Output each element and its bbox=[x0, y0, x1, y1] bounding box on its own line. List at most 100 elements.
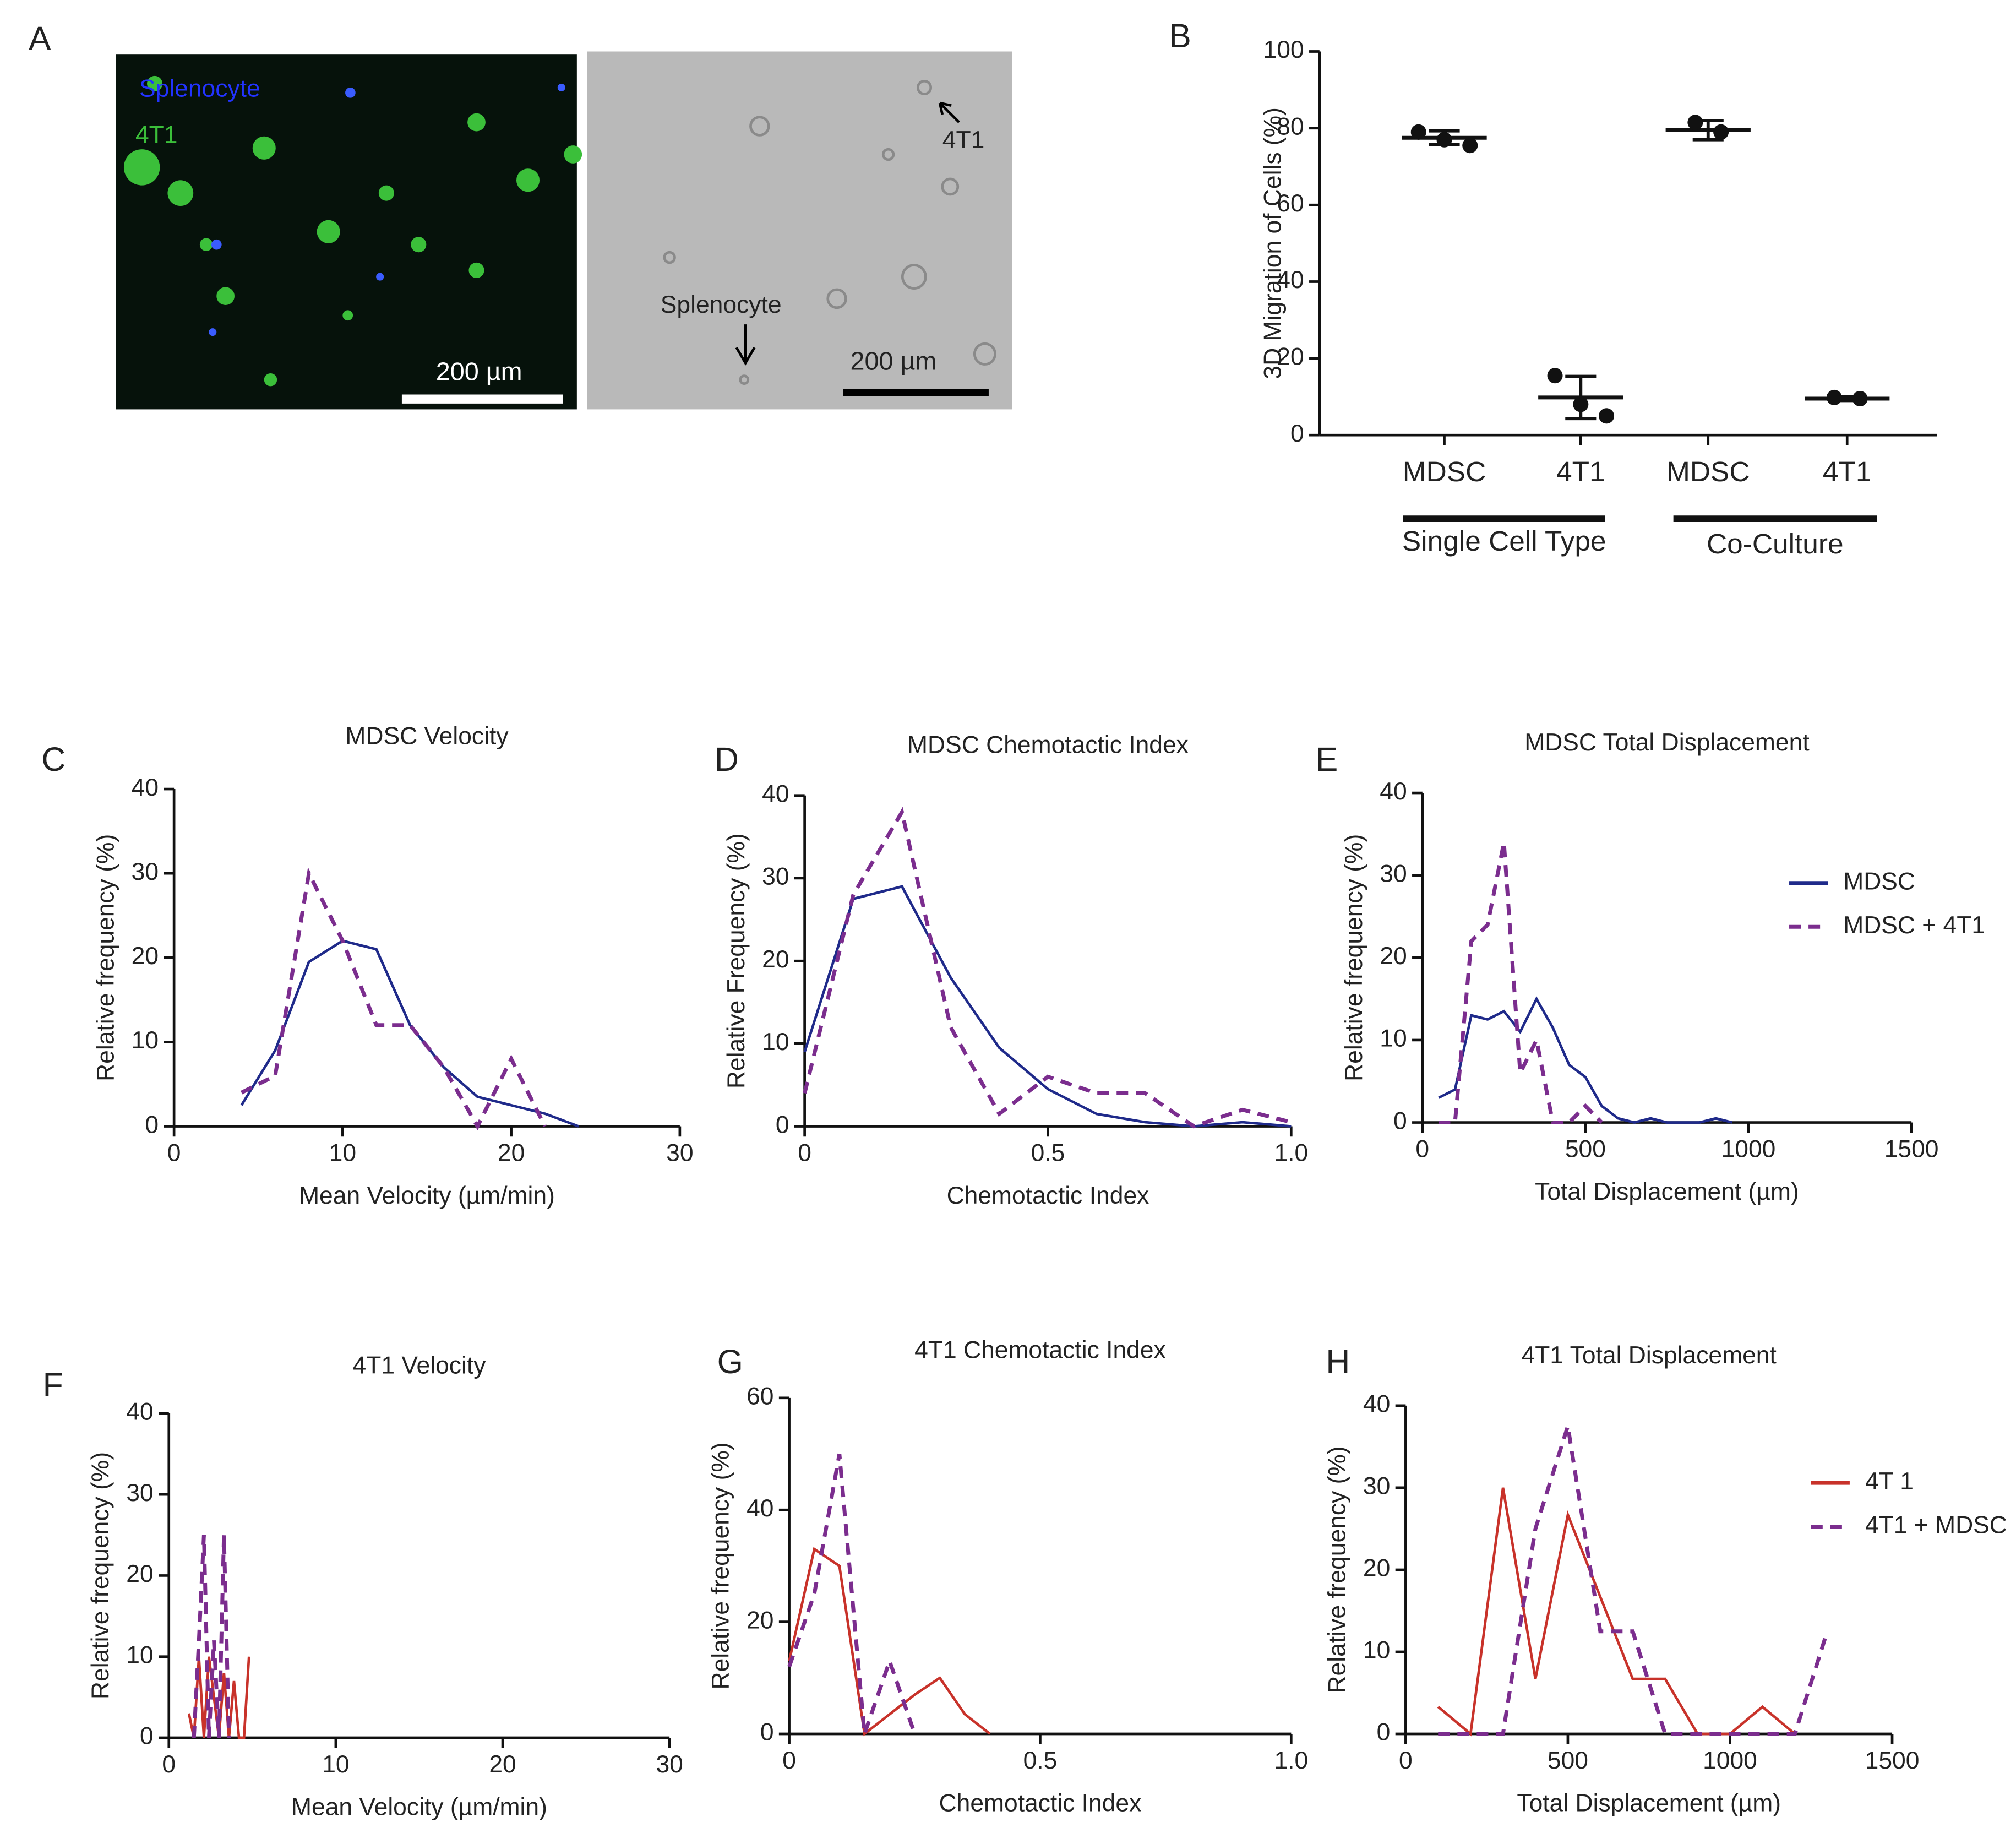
series-line bbox=[1438, 1426, 1829, 1736]
y-tick-label: 30 bbox=[126, 1480, 153, 1506]
y-tick-label: 60 bbox=[1277, 190, 1304, 217]
y-tick-label: 10 bbox=[132, 1027, 159, 1054]
scale-label: 200 µm bbox=[851, 347, 937, 376]
y-tick-label: 40 bbox=[1277, 266, 1304, 293]
series-line bbox=[192, 1535, 231, 1738]
y-tick-label: 10 bbox=[762, 1029, 789, 1056]
x-axis-label: Mean Velocity (µm/min) bbox=[299, 1182, 555, 1209]
panel-label: F bbox=[43, 1366, 63, 1404]
legend-label: 4T 1 bbox=[1865, 1468, 1914, 1495]
image-label: Splenocyte bbox=[661, 291, 782, 318]
y-tick-label: 10 bbox=[1380, 1025, 1407, 1052]
arrow bbox=[938, 101, 960, 123]
y-tick-label: 0 bbox=[1393, 1107, 1407, 1134]
x-tick-label: 0 bbox=[1415, 1136, 1429, 1163]
image-label: 4T1 bbox=[942, 127, 985, 154]
panel-label: C bbox=[41, 741, 66, 778]
data-point bbox=[1436, 132, 1452, 148]
series-line bbox=[787, 1453, 917, 1735]
chart-title: MDSC Total Displacement bbox=[1524, 729, 1810, 756]
y-tick-label: 80 bbox=[1277, 113, 1304, 140]
chart-title: 4T1 Chemotactic Index bbox=[914, 1336, 1166, 1363]
x-tick-label: MDSC bbox=[1403, 455, 1486, 487]
arrow bbox=[735, 324, 756, 366]
y-axis-label: Relative frequency (%) bbox=[707, 1442, 734, 1689]
series-line bbox=[240, 939, 579, 1128]
y-tick-label: 0 bbox=[145, 1111, 159, 1138]
y-tick-label: 0 bbox=[140, 1723, 154, 1750]
chart-title: MDSC Chemotactic Index bbox=[907, 732, 1189, 759]
data-point bbox=[1687, 115, 1703, 130]
panel-label: E bbox=[1316, 741, 1338, 778]
chart-title: 4T1 Velocity bbox=[353, 1352, 487, 1379]
y-axis-label: Relative frequency (%) bbox=[1324, 1446, 1351, 1693]
image-label: Splenocyte bbox=[139, 75, 260, 102]
y-tick-label: 20 bbox=[747, 1607, 773, 1634]
series-line bbox=[241, 867, 547, 1130]
splenocytes bbox=[209, 83, 565, 336]
x-tick-label: 500 bbox=[1565, 1136, 1606, 1163]
x-tick-label: 1500 bbox=[1865, 1747, 1920, 1774]
y-tick-label: 30 bbox=[132, 858, 159, 885]
data-point bbox=[1852, 390, 1868, 407]
x-axis-label: Total Displacement (µm) bbox=[1517, 1790, 1781, 1816]
y-axis-label: 3D Migration of Cells (%) bbox=[1260, 107, 1287, 379]
y-axis-label: Relative Frequency (%) bbox=[723, 833, 750, 1089]
y-tick-label: 0 bbox=[776, 1111, 789, 1138]
image-label: 4T1 bbox=[135, 122, 178, 149]
series-line bbox=[1439, 842, 1603, 1125]
y-tick-label: 20 bbox=[1380, 943, 1407, 970]
y-tick-label: 40 bbox=[747, 1495, 773, 1522]
y-tick-label: 40 bbox=[1380, 778, 1407, 805]
panel-label: H bbox=[1326, 1343, 1350, 1380]
x-tick-label: 1.0 bbox=[1274, 1140, 1308, 1167]
x-axis-label: Chemotactic Index bbox=[939, 1790, 1142, 1816]
data-point bbox=[1599, 408, 1615, 424]
x-tick-label: 1.0 bbox=[1274, 1747, 1308, 1774]
data-point bbox=[1410, 124, 1426, 140]
series-line bbox=[1438, 996, 1732, 1124]
x-tick-label: 4T1 bbox=[1823, 455, 1872, 487]
x-tick-label: MDSC bbox=[1666, 455, 1750, 487]
panel-label: D bbox=[715, 741, 739, 778]
data-point bbox=[1573, 396, 1589, 412]
y-tick-label: 40 bbox=[126, 1399, 153, 1426]
y-tick-label: 20 bbox=[1277, 344, 1304, 371]
data-point bbox=[1547, 368, 1563, 384]
x-tick-label: 10 bbox=[329, 1140, 356, 1167]
y-tick-label: 0 bbox=[1377, 1719, 1391, 1746]
y-tick-label: 40 bbox=[132, 774, 159, 801]
x-tick-label: 0 bbox=[167, 1140, 181, 1167]
x-tick-label: 1000 bbox=[1721, 1136, 1776, 1163]
x-axis-label: Total Displacement (µm) bbox=[1535, 1178, 1799, 1205]
x-tick-label: 10 bbox=[322, 1751, 349, 1778]
chart-title: MDSC Velocity bbox=[345, 722, 509, 749]
scale-label: 200 µm bbox=[436, 357, 522, 385]
y-tick-label: 20 bbox=[126, 1560, 153, 1587]
x-tick-label: 0 bbox=[798, 1140, 811, 1167]
x-tick-label: 30 bbox=[656, 1751, 683, 1778]
data-point bbox=[1826, 389, 1842, 405]
x-tick-label: 0 bbox=[162, 1751, 176, 1778]
x-axis-label: Chemotactic Index bbox=[947, 1182, 1149, 1209]
cells bbox=[123, 75, 582, 387]
y-axis-label: Relative frequency (%) bbox=[1341, 834, 1367, 1081]
group-label: Single Cell Type bbox=[1402, 525, 1606, 557]
chart-title: 4T1 Total Displacement bbox=[1522, 1342, 1777, 1369]
x-axis-label: Mean Velocity (µm/min) bbox=[291, 1793, 547, 1820]
x-tick-label: 30 bbox=[666, 1140, 693, 1167]
x-tick-label: 1500 bbox=[1884, 1136, 1939, 1163]
x-tick-label: 0 bbox=[1399, 1747, 1413, 1774]
cells bbox=[663, 79, 996, 385]
y-tick-label: 10 bbox=[126, 1641, 153, 1668]
x-tick-label: 4T1 bbox=[1556, 455, 1605, 487]
series-line bbox=[803, 885, 1292, 1128]
y-tick-label: 30 bbox=[1363, 1473, 1390, 1500]
y-axis-label: Relative frequency (%) bbox=[92, 834, 119, 1081]
data-point bbox=[1713, 124, 1729, 140]
legend-label: MDSC bbox=[1843, 868, 1915, 895]
x-tick-label: 0.5 bbox=[1023, 1747, 1058, 1774]
x-tick-label: 500 bbox=[1548, 1747, 1588, 1774]
panel-label: G bbox=[717, 1343, 743, 1380]
